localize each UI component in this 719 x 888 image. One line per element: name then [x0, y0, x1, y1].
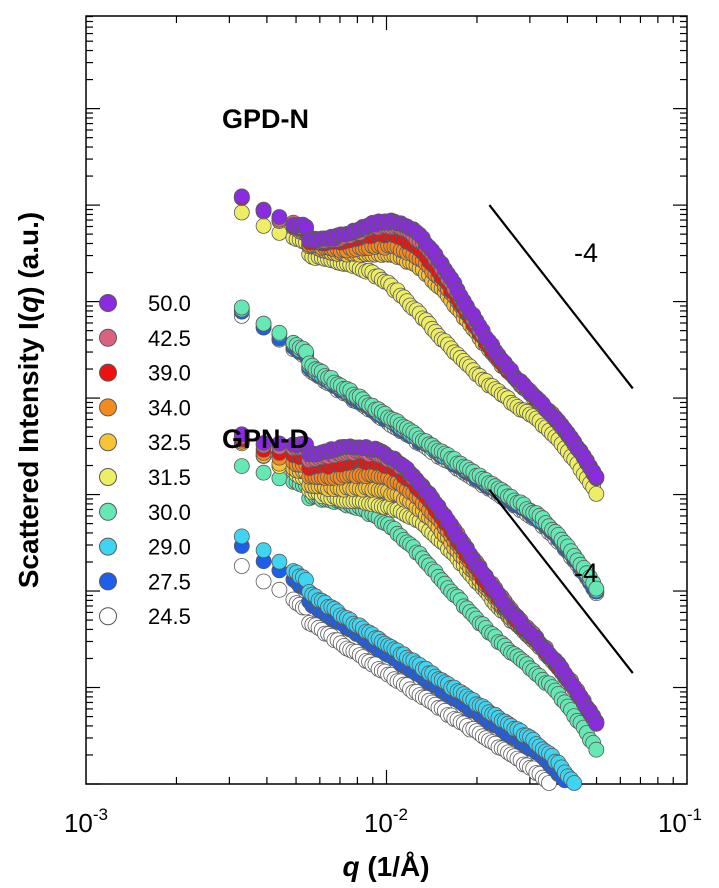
slope-label-lower: -4	[574, 558, 598, 588]
data-point	[588, 485, 605, 502]
legend-marker	[99, 468, 117, 486]
data-point	[233, 528, 250, 545]
data-point	[255, 573, 272, 590]
legend-label: 30.0	[148, 500, 191, 525]
legend-label: 32.5	[148, 430, 191, 455]
data-point	[233, 188, 250, 205]
slope-label-upper: -4	[574, 238, 598, 268]
legend-label: 42.5	[148, 326, 191, 351]
data-point	[255, 542, 272, 559]
slope-reference-line	[488, 204, 634, 390]
minor-ticks	[86, 15, 687, 785]
data-point	[588, 468, 605, 485]
data-point	[566, 775, 583, 791]
x-tick-label-1e-2: 10-2	[364, 805, 408, 838]
legend-label: 34.0	[148, 395, 191, 420]
legend-marker	[99, 572, 117, 591]
legend-label: 50.0	[148, 291, 191, 316]
legend-label: 31.5	[148, 465, 191, 490]
y-axis-title: Scattered Intensity I(q) (a.u.)	[13, 212, 44, 589]
legend-marker	[99, 537, 117, 556]
legend-marker	[99, 294, 117, 312]
data-point	[271, 553, 288, 570]
legend-label: 27.5	[148, 569, 191, 594]
legend-marker	[99, 398, 117, 417]
x-tick-label-1e-3: 10-3	[64, 805, 108, 838]
x-axis-title: q (1/Å)	[342, 851, 429, 882]
data-point	[233, 204, 250, 221]
data-point	[233, 558, 250, 574]
legend-marker	[99, 433, 117, 452]
data-point	[255, 435, 272, 452]
data-point	[233, 299, 250, 316]
legend-label: 39.0	[148, 361, 191, 386]
data-point	[255, 315, 272, 332]
legend-marker	[99, 328, 117, 347]
data-point	[271, 209, 288, 225]
legend-marker	[99, 502, 117, 521]
x-tick-label-1e-1: 10-1	[658, 805, 702, 838]
data-point	[255, 217, 272, 234]
legend-marker	[99, 607, 117, 626]
data-point	[271, 581, 288, 598]
data-point	[255, 464, 272, 481]
data-point	[233, 458, 250, 475]
legend-label: 29.0	[148, 535, 191, 560]
data-layer	[233, 188, 605, 791]
panel-label-gpd-n: GPD-N	[222, 104, 309, 134]
data-point	[588, 741, 605, 758]
panel-label-gpn-d: GPN-D	[222, 424, 309, 454]
data-point	[233, 426, 250, 443]
reference-lines	[488, 204, 634, 674]
legend-label: 24.5	[148, 604, 191, 629]
data-point	[588, 715, 605, 732]
legend-marker	[99, 363, 117, 382]
data-point	[255, 202, 272, 219]
slope-reference-line	[488, 489, 634, 674]
data-point	[271, 324, 288, 341]
data-point	[588, 580, 605, 597]
legend: 50.0 42.5 39.0 34.0 32.5 31.5 30.0 29.0 27.5 24.5	[99, 291, 191, 629]
